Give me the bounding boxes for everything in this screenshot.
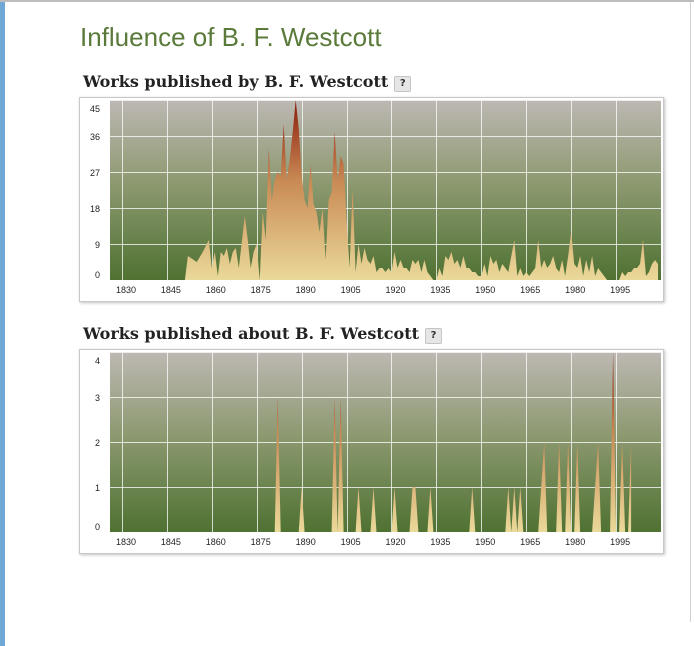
x-tick-label: 1845	[161, 285, 181, 295]
x-tick-label: 1830	[116, 537, 136, 547]
y-tick-label: 1	[95, 483, 100, 493]
x-tick-label: 1860	[206, 285, 226, 295]
x-tick-label: 1950	[475, 537, 495, 547]
window-left-edge	[0, 0, 5, 646]
x-tick-label: 1980	[565, 285, 585, 295]
section-title-text: Works published by B. F. Westcott	[83, 72, 389, 91]
x-tick-label: 1980	[565, 537, 585, 547]
x-tick-label: 1950	[475, 285, 495, 295]
window-right-border	[690, 2, 691, 622]
page-title: Influence of B. F. Westcott	[80, 22, 382, 52]
help-icon[interactable]: ?	[394, 76, 412, 92]
y-tick-label: 18	[90, 204, 100, 214]
chart-svg: 0 1 2 3 4 1830 1845 1860 1875 1890 1905 1920 1935 195…	[95, 352, 661, 547]
y-tick-label: 45	[90, 104, 100, 114]
x-tick-label: 1995	[610, 537, 630, 547]
window-top-border	[0, 0, 694, 2]
x-tick-label: 1860	[206, 537, 226, 547]
x-tick-label: 1920	[385, 537, 405, 547]
x-tick-label: 1875	[251, 285, 271, 295]
help-icon[interactable]: ?	[424, 328, 442, 344]
y-tick-label: 0	[95, 270, 100, 280]
x-tick-label: 1935	[430, 537, 450, 547]
x-tick-label: 1830	[116, 285, 136, 295]
x-tick-label: 1890	[296, 285, 316, 295]
x-tick-label: 1935	[430, 285, 450, 295]
x-tick-label: 1965	[520, 285, 540, 295]
y-tick-label: 36	[90, 132, 100, 142]
y-tick-label: 0	[95, 522, 100, 532]
x-tick-label: 1995	[610, 285, 630, 295]
x-tick-label: 1965	[520, 537, 540, 547]
x-tick-label: 1920	[385, 285, 405, 295]
chart-works-by: 0 9 18 27 36 45 1830 1845 1860 1875 1890 1905 1920 19…	[79, 97, 664, 302]
grid-lines	[110, 352, 661, 533]
y-tick-label: 4	[95, 356, 100, 366]
x-tick-label: 1905	[341, 285, 361, 295]
series-area	[184, 100, 658, 280]
y-tick-label: 9	[95, 240, 100, 250]
section-title-works-by: Works published by B. F. Westcott?	[83, 72, 412, 92]
series-area	[274, 352, 632, 532]
x-tick-label: 1890	[296, 537, 316, 547]
x-tick-label: 1905	[341, 537, 361, 547]
x-tick-label: 1875	[251, 537, 271, 547]
plot-background	[110, 100, 661, 280]
grid-lines	[110, 100, 661, 281]
section-title-works-about: Works published about B. F. Westcott?	[83, 324, 442, 344]
chart-works-about: 0 1 2 3 4 1830 1845 1860 1875 1890 1905 1920 1935 195…	[79, 349, 664, 554]
y-tick-label: 27	[90, 168, 100, 178]
x-tick-label: 1845	[161, 537, 181, 547]
y-tick-label: 3	[95, 393, 100, 403]
chart-svg: 0 9 18 27 36 45 1830 1845 1860 1875 1890 1905 1920 19…	[90, 100, 661, 295]
section-title-text: Works published about B. F. Westcott	[83, 324, 419, 343]
y-tick-label: 2	[95, 438, 100, 448]
